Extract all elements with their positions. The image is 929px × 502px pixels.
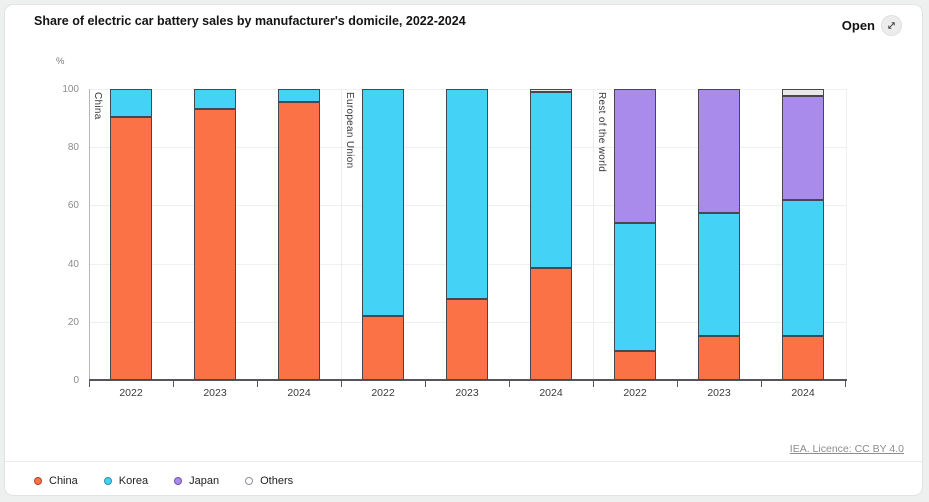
bar-segment-china[interactable]	[782, 336, 824, 380]
chart-title: Share of electric car battery sales by m…	[34, 14, 466, 28]
legend-item-korea[interactable]: Korea	[103, 475, 149, 487]
y-axis-line	[89, 89, 90, 380]
y-tick-label: 40	[67, 258, 79, 270]
stacked-bar-china-2024	[278, 89, 320, 380]
stacked-bar-china-2023	[194, 89, 236, 380]
x-tick-label: 2024	[539, 387, 563, 399]
bar-segment-korea[interactable]	[278, 89, 320, 103]
stacked-bar-european-union-2023	[446, 89, 488, 380]
x-tick-label: 2023	[203, 387, 227, 399]
legend-dot-japan	[174, 477, 183, 485]
stacked-bar-rest-of-the-world-2024	[782, 89, 824, 380]
stacked-bar-european-union-2024	[530, 89, 572, 380]
x-axis-tick	[89, 381, 90, 387]
group-separator-line	[593, 89, 594, 380]
bar-segment-korea[interactable]	[362, 89, 404, 316]
stacked-bar-european-union-2022	[362, 89, 404, 380]
bar-segment-korea[interactable]	[530, 91, 572, 268]
bar-segment-japan[interactable]	[782, 96, 824, 200]
x-tick-label: 2022	[371, 387, 395, 399]
legend-divider	[5, 461, 922, 462]
bar-segment-korea[interactable]	[194, 89, 236, 110]
stacked-bar-rest-of-the-world-2022	[614, 89, 656, 380]
bar-segment-others[interactable]	[782, 89, 824, 97]
x-axis-tick	[341, 381, 342, 387]
open-button-label: Open	[841, 18, 875, 33]
group-label: European Union	[344, 92, 355, 169]
y-tick-label: 60	[67, 200, 79, 212]
bar-segment-china[interactable]	[110, 116, 152, 380]
group-label: Rest of the world	[596, 92, 607, 173]
legend-item-label: Japan	[189, 475, 220, 487]
x-axis-tick	[845, 381, 846, 387]
bar-segment-korea[interactable]	[614, 222, 656, 351]
bar-segment-china[interactable]	[614, 350, 656, 380]
y-tick-label: 100	[62, 84, 79, 95]
group-separator-line	[341, 89, 342, 380]
x-tick-label: 2022	[119, 387, 143, 399]
legend-item-label: Korea	[118, 475, 149, 487]
bar-segment-korea[interactable]	[698, 212, 740, 337]
bar-segment-china[interactable]	[362, 315, 404, 380]
stacked-bar-china-2022	[110, 89, 152, 380]
plot-area: China European Union Rest of the world 2022…	[89, 89, 847, 399]
y-axis-unit-label: %	[56, 56, 65, 67]
bar-segment-korea[interactable]	[782, 199, 824, 337]
legend-item-label: China	[49, 475, 78, 487]
x-tick-label: 2023	[707, 387, 731, 399]
licence-link[interactable]: IEA. Licence: CC BY 4.0	[789, 443, 904, 455]
bar-segment-korea[interactable]	[110, 89, 152, 117]
bar-segment-japan[interactable]	[614, 89, 656, 223]
x-tick-label: 2024	[287, 387, 311, 399]
y-tick-label: 0	[73, 375, 79, 386]
x-axis-line	[89, 379, 847, 381]
x-axis-tick	[509, 381, 510, 387]
bar-segment-korea[interactable]	[446, 89, 488, 299]
legend-item-china[interactable]: China	[34, 475, 78, 487]
x-tick-label: 2022	[623, 387, 647, 399]
x-tick-label: 2023	[455, 387, 479, 399]
bar-segment-china[interactable]	[446, 298, 488, 380]
x-axis-tick	[257, 381, 258, 387]
y-tick-label: 80	[67, 142, 79, 154]
expand-icon	[881, 15, 902, 36]
x-axis-tick	[677, 381, 678, 387]
x-axis-tick	[761, 381, 762, 387]
legend-dot-korea	[103, 477, 112, 485]
x-axis-tick	[173, 381, 174, 387]
legend-dot-others	[245, 477, 254, 485]
bar-segment-china[interactable]	[278, 102, 320, 380]
y-tick-label: 20	[67, 316, 79, 328]
open-button[interactable]: Open	[838, 11, 906, 40]
bar-segment-japan[interactable]	[698, 89, 740, 213]
chart-card: Share of electric car battery sales by m…	[4, 4, 923, 496]
x-axis-tick	[425, 381, 426, 387]
legend-item-others[interactable]: Others	[245, 475, 293, 487]
legend-dot-china	[34, 477, 42, 485]
x-tick-label: 2024	[791, 387, 815, 399]
bar-segment-china[interactable]	[530, 267, 572, 380]
x-axis-tick	[593, 381, 594, 387]
bar-segment-china[interactable]	[194, 109, 236, 380]
stacked-bar-rest-of-the-world-2023	[698, 89, 740, 380]
legend: China Korea Japan Others	[34, 475, 293, 487]
bar-segment-others[interactable]	[530, 89, 572, 92]
legend-item-label: Others	[260, 475, 294, 487]
group-label: China	[92, 92, 103, 120]
bar-segment-china[interactable]	[698, 336, 740, 380]
legend-item-japan[interactable]: Japan	[174, 475, 219, 487]
